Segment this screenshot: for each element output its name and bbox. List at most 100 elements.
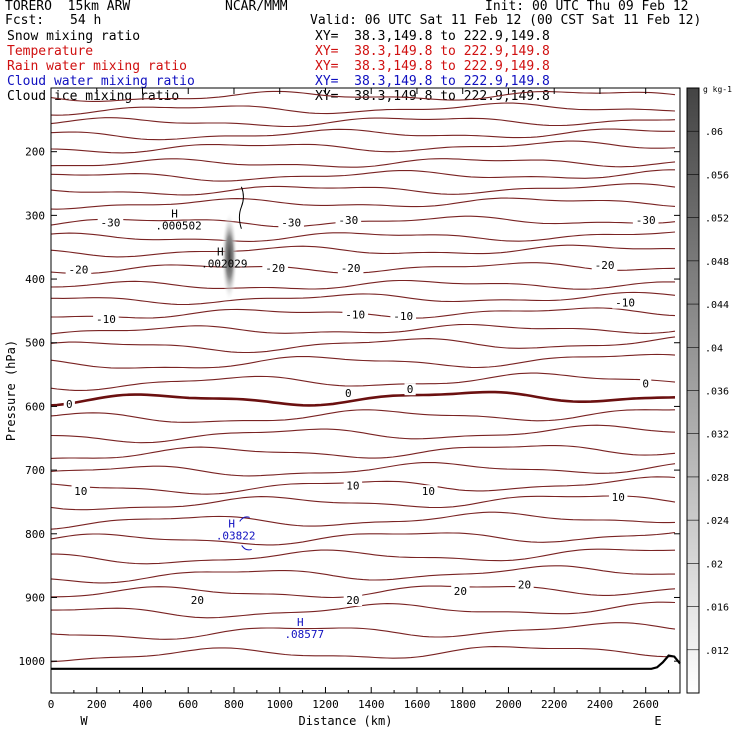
isotherm-contour (50, 215, 676, 228)
x-axis-label: Distance (km) (299, 714, 393, 728)
extremum-value: .002029 (201, 257, 247, 270)
cloud-water-contour (239, 516, 252, 551)
isotherm-label-bg (343, 479, 363, 492)
isotherm-contour (50, 140, 676, 154)
isotherm-label: 0 (407, 383, 414, 396)
y-tick-label: 200 (25, 146, 45, 159)
isotherm-contour (50, 622, 676, 640)
extremum-value: .03822 (216, 529, 256, 542)
isotherm-label: -20 (595, 259, 615, 272)
isotherm-label: -30 (101, 216, 121, 229)
extremum-high-marker: H (171, 207, 178, 220)
isotherm-contour (50, 102, 676, 116)
colorbar-tick-label: .016 (705, 603, 729, 614)
x-tick-label: 1800 (449, 698, 476, 711)
isotherm-contour (50, 445, 676, 459)
isotherm-contour (50, 197, 676, 210)
isotherm-label: -10 (615, 297, 635, 310)
isotherm-label-bg (343, 594, 363, 607)
isotherm-contour (50, 372, 676, 391)
isotherm-contour (50, 279, 675, 290)
isotherm-contour (50, 353, 676, 369)
isotherm-label: -30 (636, 214, 656, 227)
y-tick-label: 400 (25, 273, 45, 286)
isotherm-contour (50, 183, 676, 196)
fcst-label: Fcst: (5, 13, 45, 28)
field-label-temperature: Temperature (7, 44, 94, 59)
isotherm-label: -10 (96, 313, 116, 326)
extremum-high-marker: H (297, 616, 304, 629)
y-tick-label: 900 (25, 591, 45, 604)
isotherm-label-bg (65, 263, 92, 276)
x-tick-label: 400 (133, 698, 153, 711)
isotherm-label: 10 (612, 491, 625, 504)
colorbar-tick-label: .048 (705, 257, 729, 268)
x-tick-label: 2600 (632, 698, 659, 711)
isotherm-contour (50, 424, 676, 444)
y-tick-label: 600 (25, 400, 45, 413)
isotherm-contour (50, 169, 675, 182)
x-tick-label: 1400 (358, 698, 385, 711)
isotherm-label-bg (640, 377, 652, 390)
isotherm-contour (51, 601, 676, 619)
isotherm-label-bg (609, 490, 628, 503)
field-label-snow: Snow mixing ratio (7, 29, 141, 44)
isotherm-label-bg (93, 313, 119, 326)
isotherm-label-bg (97, 216, 124, 229)
isotherm-label: 10 (74, 485, 87, 498)
isotherm-label: 20 (454, 585, 467, 598)
isotherm-label: 10 (422, 485, 435, 498)
y-tick-label: 500 (25, 337, 45, 350)
isotherm-contour (50, 511, 676, 530)
field-label-rain: Rain water mixing ratio (7, 59, 188, 74)
y-tick-label: 800 (25, 528, 45, 541)
center-title: NCAR/MMM (225, 0, 288, 14)
isotherm-contour (50, 531, 676, 546)
isotherm-contour (50, 585, 676, 599)
isotherm-label-bg (612, 296, 638, 309)
isotherm-label-bg (342, 387, 354, 400)
isotherm-label: -20 (69, 264, 89, 277)
colorbar-tick-label: .056 (705, 170, 729, 181)
isotherm-label-bg (451, 585, 470, 598)
x-tick-label: 2000 (495, 698, 522, 711)
x-end-label-west: W (80, 714, 88, 728)
field-xy-cloud-water: XY= 38.3,149.8 to 222.9,149.8 (315, 74, 550, 89)
extremum-high-marker: H (228, 517, 235, 530)
isotherm-label: 0 (66, 398, 73, 411)
isotherm-label-bg (337, 262, 364, 275)
isotherm-contour (50, 231, 676, 242)
isotherm-label: -10 (393, 310, 413, 323)
isotherm-contour (50, 409, 676, 423)
colorbar-tick-label: .02 (705, 559, 723, 570)
isotherm-contour (51, 291, 676, 306)
snow-shading (221, 211, 238, 302)
y-axis-label: Pressure (hPa) (4, 340, 18, 441)
isotherm-label: 20 (191, 594, 204, 607)
isotherm-label-bg (335, 213, 362, 226)
isotherm-label-bg (262, 262, 288, 275)
isotherm-contour (50, 390, 676, 407)
x-tick-label: 600 (178, 698, 198, 711)
isotherm-contour (50, 158, 676, 168)
x-end-label-east: E (654, 714, 661, 728)
isotherm-label-bg (404, 383, 416, 396)
x-tick-label: 1000 (266, 698, 293, 711)
field-xy-rain: XY= 38.3,149.8 to 222.9,149.8 (315, 59, 550, 74)
isotherm-contour (50, 117, 676, 128)
isotherm-contour (50, 495, 676, 511)
isotherm-label-bg (591, 259, 618, 272)
isotherm-label-bg (188, 594, 207, 607)
colorbar-tick-label: .052 (705, 214, 729, 225)
isotherm-label: -20 (265, 262, 285, 275)
colorbar-unit: g kg-1 (703, 85, 732, 94)
plot-frame (50, 87, 681, 694)
isotherm-label-bg (278, 216, 304, 229)
terrain-line (51, 654, 681, 670)
valid-time: Valid: 06 UTC Sat 11 Feb 12 (00 CST Sat … (310, 13, 702, 28)
colorbar-tick-label: .036 (705, 387, 729, 398)
extremum-value: .000502 (155, 219, 201, 232)
isotherm-contour (50, 323, 676, 335)
fcst-value: 54 h (70, 13, 102, 28)
